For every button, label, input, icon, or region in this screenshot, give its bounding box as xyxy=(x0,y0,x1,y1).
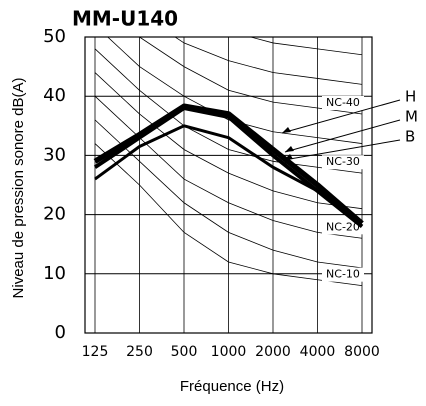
x-tick-label: 2000 xyxy=(255,344,291,360)
x-tick-label: 250 xyxy=(126,344,153,360)
nc-label-bg xyxy=(322,96,364,110)
y-tick-label: 40 xyxy=(43,85,66,106)
nc-label: NC-20 xyxy=(326,220,360,233)
legend-arrow xyxy=(281,99,401,134)
legend-arrow xyxy=(283,139,401,161)
nc-label: NC-40 xyxy=(326,96,360,109)
legend-arrow xyxy=(284,119,401,153)
nc-label-bg xyxy=(322,267,364,282)
legend-label: M xyxy=(405,108,418,126)
x-axis-label: Fréquence (Hz) xyxy=(180,378,284,395)
x-tick-label: 4000 xyxy=(300,344,336,360)
series-line xyxy=(94,124,363,228)
nc-label-bg xyxy=(322,155,364,170)
y-tick-label: 50 xyxy=(43,26,66,47)
legend-label: B xyxy=(405,128,415,146)
legend-label: H xyxy=(405,88,416,106)
y-tick-label: 0 xyxy=(55,322,66,343)
legend-arrowhead xyxy=(285,146,294,152)
x-tick-label: 8000 xyxy=(344,344,380,360)
nc-label-bg xyxy=(322,220,364,235)
y-axis-label: Niveau de pression sonore dB(A) xyxy=(10,78,27,299)
x-tick-label: 1000 xyxy=(211,344,247,360)
nc-label: NC-10 xyxy=(326,268,360,281)
series-line xyxy=(93,103,364,226)
nc-label: NC-30 xyxy=(326,155,360,168)
y-tick-label: 20 xyxy=(43,204,66,225)
legend-arrowhead xyxy=(282,127,291,133)
y-tick-label: 30 xyxy=(43,144,66,165)
x-tick-label: 500 xyxy=(171,344,198,360)
y-tick-label: 10 xyxy=(43,263,66,284)
x-tick-label: 125 xyxy=(82,344,109,360)
chart-title: MM-U140 xyxy=(72,7,178,31)
legend-arrowhead xyxy=(284,154,293,160)
